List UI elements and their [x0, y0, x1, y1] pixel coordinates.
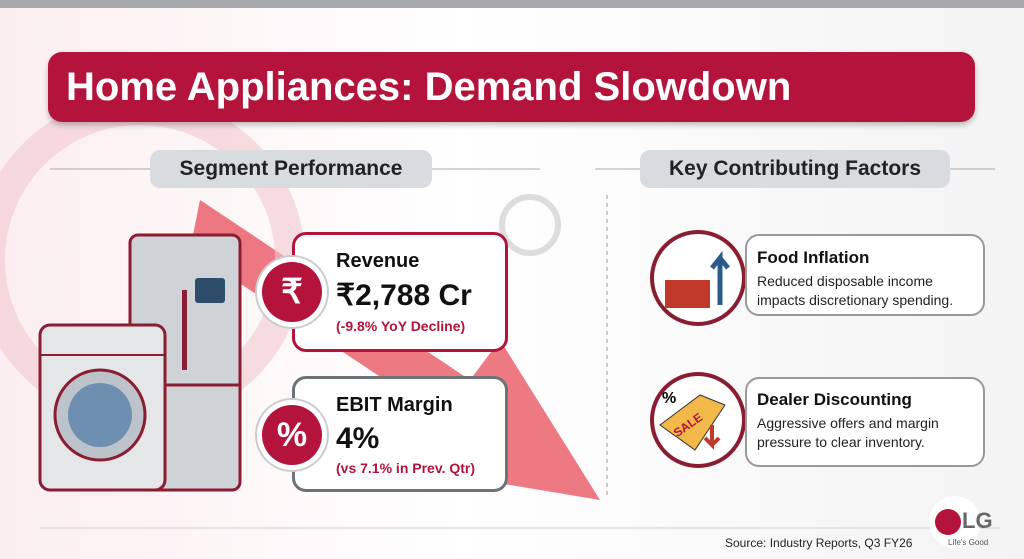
factor-text: Reduced disposable income impacts discre…	[757, 273, 954, 308]
metric-label: EBIT Margin	[336, 394, 453, 416]
logo: LG	[962, 508, 993, 533]
section-heading: Segment Performance	[150, 150, 432, 188]
factor-card	[745, 377, 985, 467]
tagline: Life's Good	[948, 538, 989, 547]
metric-card	[292, 376, 508, 492]
title-banner: Home Appliances: Demand Slowdown	[48, 52, 975, 122]
metric-note: (-9.8% YoY Decline)	[336, 318, 466, 334]
metric-label: Revenue	[336, 250, 420, 272]
factor-title: Food Inflation	[757, 248, 870, 267]
factor-title: Dealer Discounting	[757, 390, 912, 409]
source: Source: Industry Reports, Q3 FY26	[725, 536, 913, 550]
icon-text: %	[662, 390, 677, 407]
metric-note: (vs 7.1% in Prev. Qtr)	[336, 460, 476, 476]
factor-card	[745, 234, 985, 316]
title: Home Appliances: Demand Slowdown	[66, 65, 792, 109]
metric-icon: %	[262, 405, 322, 465]
section-heading: Key Contributing Factors	[640, 150, 950, 188]
metric-value: ₹2,788 Cr	[336, 279, 472, 312]
metric-icon: ₹	[262, 262, 322, 322]
factor-text: Aggressive offers and margin pressure to…	[757, 415, 939, 450]
metric-value: 4%	[336, 422, 380, 455]
metric-card	[292, 232, 508, 352]
